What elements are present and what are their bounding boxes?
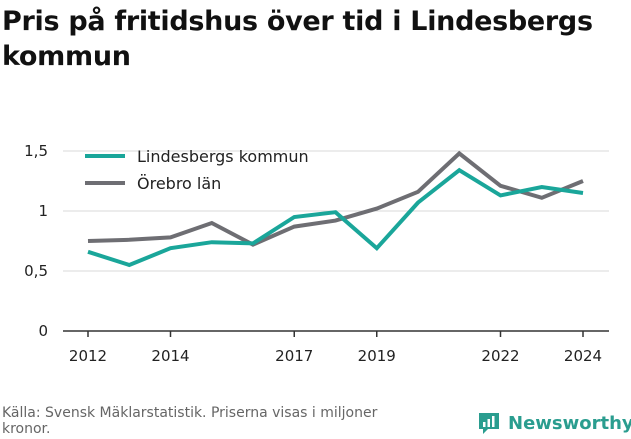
- x-tick-label: 2022: [481, 347, 519, 365]
- brand-logo: Newsworthy: [476, 409, 631, 437]
- x-tick-label: 2012: [69, 347, 107, 365]
- x-tick-label: 2014: [151, 347, 189, 365]
- x-tick-label: 2017: [275, 347, 313, 365]
- series-lines: [87, 150, 584, 268]
- x-tick-label: 2019: [358, 347, 396, 365]
- chart-title: Pris på fritidshus över tid i Lindesberg…: [2, 6, 593, 72]
- legend: Lindesbergs kommun Örebro län: [85, 147, 309, 193]
- y-tick-label: 1: [38, 202, 48, 220]
- x-ticks: [87, 331, 584, 337]
- source-note: Källa: Svensk Mäklarstatistik. Priserna …: [2, 405, 378, 437]
- legend-label-lindesberg: Lindesbergs kommun: [137, 147, 309, 166]
- legend-label-orebro: Örebro län: [137, 174, 221, 193]
- x-tick-label: 2024: [564, 347, 602, 365]
- brand-name: Newsworthy: [508, 412, 631, 434]
- series-line-lindesberg: [87, 167, 584, 268]
- y-tick-labels: 0 0,5 1 1,5: [24, 142, 48, 340]
- y-tick-label: 1,5: [24, 142, 48, 160]
- y-tick-label: 0,5: [24, 262, 48, 280]
- y-tick-label: 0: [38, 322, 48, 340]
- series-line-orebro: [87, 150, 584, 247]
- newsworthy-logo-icon: [479, 413, 499, 434]
- x-tick-labels: 2012 2014 2017 2019 2022 2024: [69, 347, 602, 365]
